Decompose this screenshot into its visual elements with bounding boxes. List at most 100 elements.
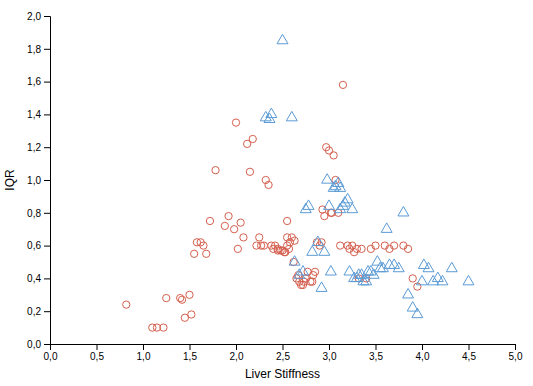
y-tick-label: 0,4 [27, 273, 41, 284]
y-tick-mark [44, 82, 50, 83]
y-tick: 0,0 [27, 339, 50, 350]
triangle-point [322, 174, 333, 183]
y-tick-mark [44, 278, 50, 279]
x-tick: 4,0 [416, 344, 430, 362]
circle-point [358, 245, 365, 252]
x-tick: 1,0 [137, 344, 151, 362]
y-axis-line [44, 17, 51, 345]
x-tick: 3,0 [323, 344, 337, 362]
x-tick-label: 5,0 [509, 351, 523, 362]
circle-point [234, 245, 241, 252]
series-0 [123, 81, 421, 331]
x-axis-title: Liver Stiffness [245, 367, 320, 381]
triangle-point [368, 269, 379, 278]
circle-point [203, 250, 210, 257]
circle-point [291, 237, 298, 244]
y-tick-label: 0,0 [27, 339, 41, 350]
circle-point [237, 219, 244, 226]
circle-point [225, 212, 232, 219]
x-tick-label: 2,5 [276, 351, 290, 362]
triangle-point [319, 246, 330, 255]
triangle-point [398, 206, 409, 215]
circle-point [404, 245, 411, 252]
triangle-point [403, 288, 414, 297]
x-tick: 1,5 [183, 344, 197, 362]
y-tick: 0,6 [27, 240, 50, 251]
x-tick-label: 3,0 [323, 351, 337, 362]
circle-point [249, 135, 256, 142]
circle-point [177, 294, 184, 301]
x-tick-label: 4,5 [462, 351, 476, 362]
x-tick-mark [376, 344, 377, 350]
x-tick: 0,0 [44, 344, 58, 362]
triangle-point [423, 262, 434, 271]
circle-point [353, 245, 360, 252]
circle-point [339, 81, 346, 88]
y-tick-label: 0,6 [27, 240, 41, 251]
triangle-point [437, 275, 448, 284]
y-tick-mark [44, 147, 50, 148]
x-axis-line [51, 345, 516, 351]
triangle-point [417, 275, 428, 284]
y-tick-label: 0,8 [27, 208, 41, 219]
y-tick-mark [44, 114, 50, 115]
y-tick-mark [44, 246, 50, 247]
y-tick-mark [44, 311, 50, 312]
triangle-point [347, 203, 358, 212]
y-tick-mark [44, 16, 50, 17]
triangle-point [266, 108, 277, 117]
x-tick-label: 4,0 [416, 351, 430, 362]
x-tick: 0,5 [90, 344, 104, 362]
circle-point [188, 311, 195, 318]
y-tick: 1,0 [27, 175, 50, 186]
x-tick-label: 1,5 [183, 351, 197, 362]
circle-point [221, 222, 228, 229]
x-axis: 0,0 0,5 1,0 1,5 2,0 2,5 3,0 3,5 4,0 4,5 5,0 [44, 344, 523, 362]
circle-point [311, 268, 318, 275]
circle-point [230, 226, 237, 233]
triangle-point [294, 269, 305, 278]
x-tick-label: 0,0 [44, 351, 58, 362]
y-tick: 0,8 [27, 208, 50, 219]
x-tick-mark [469, 344, 470, 350]
triangle-point [412, 308, 423, 317]
triangle-point [307, 246, 318, 255]
triangle-point [446, 262, 457, 271]
triangle-point [393, 262, 404, 271]
y-tick: 1,8 [27, 44, 50, 55]
y-tick-label: 1,2 [27, 142, 41, 153]
triangle-point [303, 200, 314, 209]
y-axis-title: IQR [3, 169, 17, 191]
x-tick-mark [422, 344, 423, 350]
triangle-point [324, 200, 335, 209]
circle-point [123, 301, 130, 308]
circle-point [232, 119, 239, 126]
circle-point [246, 168, 253, 175]
circle-point [286, 239, 293, 246]
x-tick-mark [283, 344, 284, 350]
circle-point [163, 294, 170, 301]
y-tick: 0,4 [27, 273, 50, 284]
y-tick-label: 1,6 [27, 76, 41, 87]
x-tick-mark [190, 344, 191, 350]
triangle-point [325, 266, 336, 275]
x-tick-label: 0,5 [90, 351, 104, 362]
x-tick: 4,5 [462, 344, 476, 362]
x-tick: 2,5 [276, 344, 290, 362]
triangle-point [335, 182, 346, 191]
chart-svg: 0,0 0,5 1,0 1,5 2,0 2,5 3,0 3,5 4,0 4,5 5,0 0,0 0,2 0… [0, 0, 533, 386]
y-tick-mark [44, 213, 50, 214]
circle-point [325, 147, 332, 154]
x-tick: 2,0 [230, 344, 244, 362]
triangle-point [342, 193, 353, 202]
circle-point [337, 242, 344, 249]
triangle-point [297, 266, 308, 275]
circle-point [149, 324, 156, 331]
triangle-point [316, 282, 327, 291]
y-tick-label: 0,2 [27, 306, 41, 317]
circle-point [283, 217, 290, 224]
x-tick-mark [236, 344, 237, 350]
circle-point [260, 242, 267, 249]
x-tick-label: 3,5 [369, 351, 383, 362]
circle-point [330, 152, 337, 159]
